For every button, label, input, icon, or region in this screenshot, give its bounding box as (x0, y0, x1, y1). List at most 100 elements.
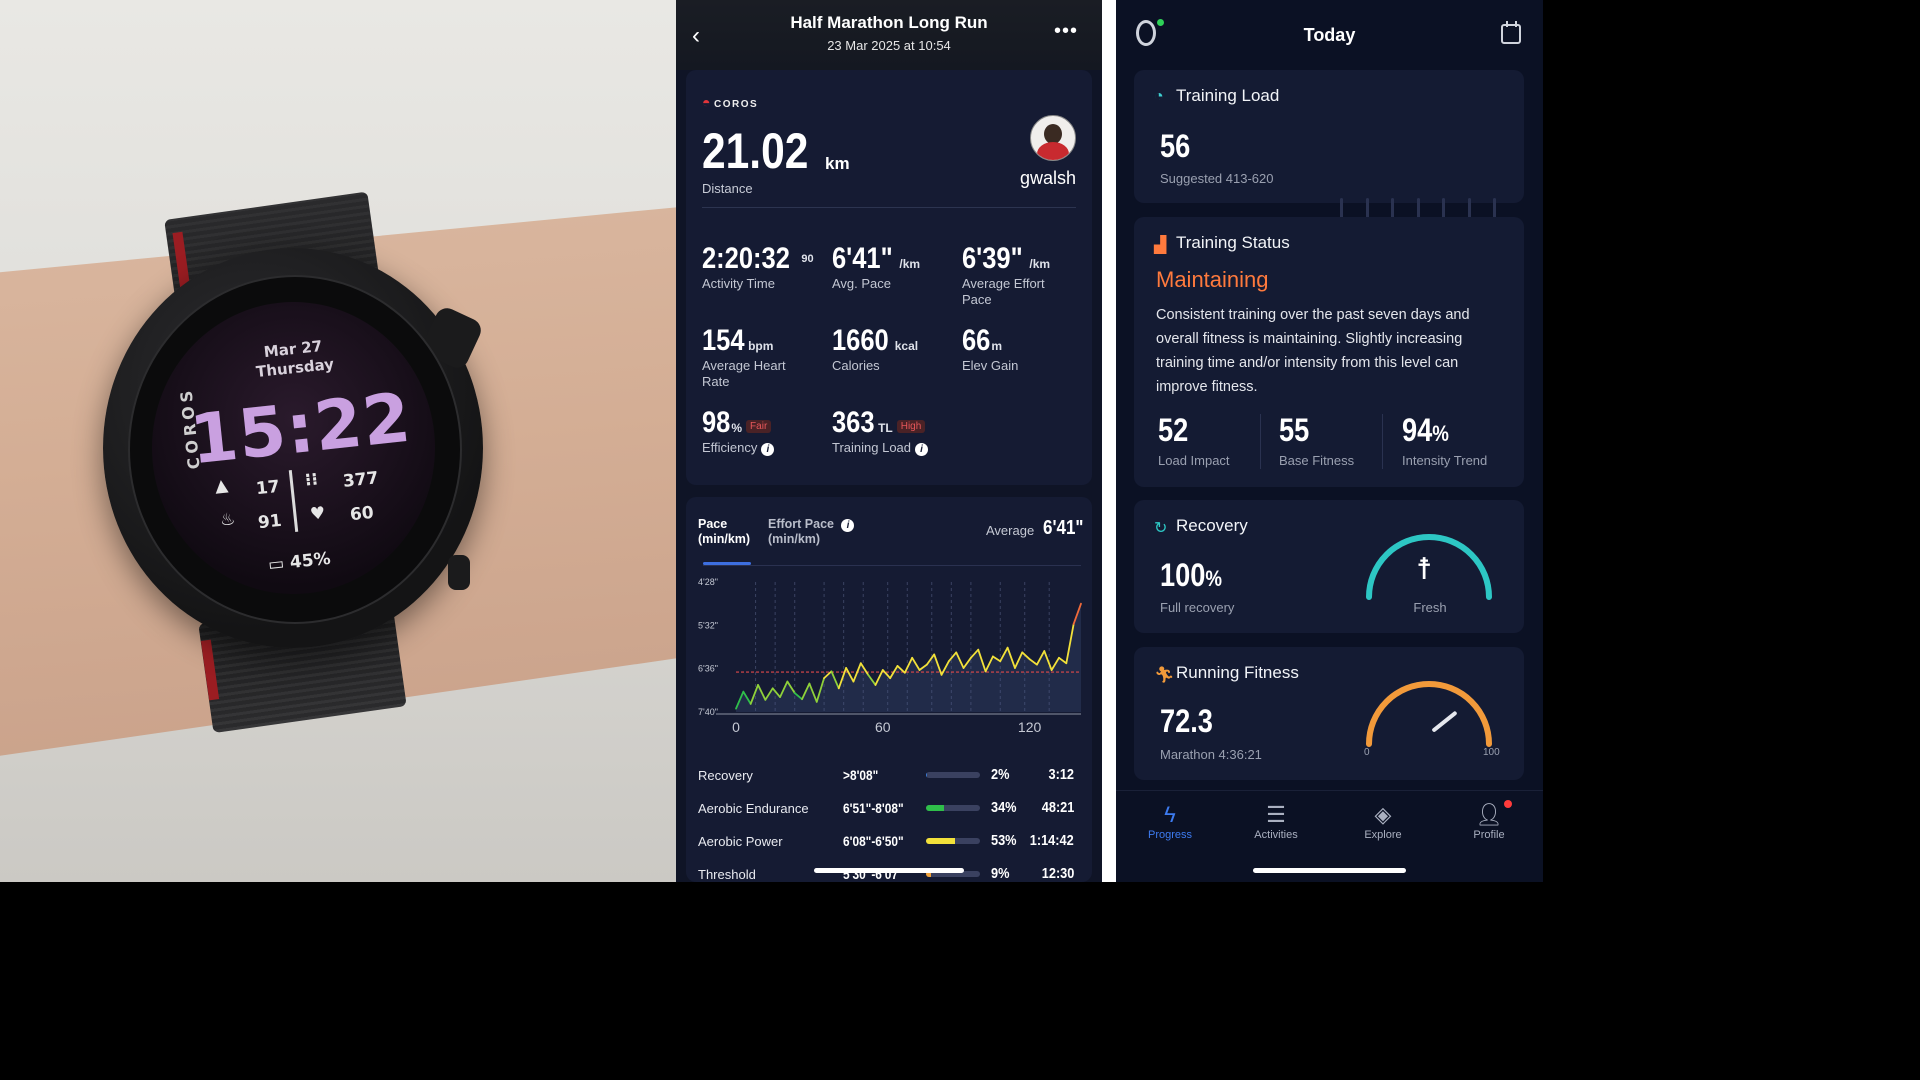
pace-segment (925, 653, 936, 666)
pace-segment (867, 673, 877, 686)
pace-segment (749, 684, 759, 705)
stat-value: 66 (962, 324, 991, 357)
home-indicator[interactable] (814, 868, 964, 873)
coros-logo: ◓ COROS (702, 94, 758, 110)
stat-efficiency: 98% Fair Efficiency i (702, 406, 775, 456)
stat-label: Calories (832, 358, 880, 373)
zone-row-threshold: Threshold 5'30"-6'07" 9% 12:30 (698, 864, 1088, 882)
gauge-track (1366, 681, 1492, 747)
zone-bar (926, 871, 980, 877)
stat-label: Average Heart Rate (702, 358, 786, 389)
zone-time: 1:14:42 (1030, 832, 1074, 849)
recovery-card[interactable]: ↻ Recovery 100% Full recovery ☨ Fresh (1134, 500, 1524, 633)
stat-unit: TL (878, 421, 893, 435)
zone-range: 6'51"-8'08" (843, 800, 904, 816)
training-load-card[interactable]: ◔ Training Load 56 Suggested 413-620 MTW… (1134, 70, 1524, 251)
pace-segment (771, 687, 781, 699)
nav-activities[interactable]: ☰ Activities (1231, 801, 1321, 841)
stat-unit: /km (1029, 257, 1051, 271)
divider (702, 207, 1076, 208)
recovery-unit: % (1205, 566, 1223, 591)
stat-unit: kcal (894, 339, 919, 353)
nav-label: Profile (1473, 829, 1505, 841)
progress-icon: ϟ (1164, 802, 1176, 827)
pace-segment (786, 680, 796, 694)
stat-training-load: 363 TL High Training Load i (832, 406, 929, 456)
runner-icon: 🏃︎ (1154, 667, 1175, 684)
pace-segment (830, 670, 840, 690)
nav-explore[interactable]: ◈ Explore (1338, 801, 1428, 841)
home-indicator[interactable] (1253, 868, 1406, 873)
pace-segment (764, 687, 774, 701)
stat-value: 98 (702, 406, 731, 439)
x-tick-label: 120 (1018, 719, 1042, 735)
card-title: Recovery (1176, 516, 1248, 535)
zone-bar-fill (926, 772, 928, 778)
stat-avg-pace: 6'41" /km Avg. Pace (832, 242, 920, 292)
watch-battery-value: 45% (288, 548, 332, 573)
back-icon[interactable]: ‹ (692, 22, 700, 49)
pace-segment (874, 669, 884, 686)
running-fitness-card[interactable]: 🏃︎ Running Fitness 72.3 Marathon 4:36:21… (1134, 647, 1524, 780)
stat-value: 1660 (832, 324, 889, 357)
pace-segment (999, 646, 1009, 663)
pace-segment (1036, 650, 1046, 666)
coros-mark-icon: ◓ (702, 94, 712, 110)
dashboard-screen: Today ◔ Training Load 56 Suggested 413-6… (1116, 0, 1543, 882)
activity-title: Half Marathon Long Run (790, 13, 988, 32)
gauge-needle (1432, 711, 1457, 732)
y-tick-label: 6'36" (698, 664, 718, 674)
zone-percent: 53% (991, 832, 1017, 849)
info-icon[interactable]: i (915, 443, 929, 456)
card-title: Running Fitness (1176, 663, 1299, 682)
mountain-icon: ▲ (213, 475, 230, 497)
pace-segment (757, 684, 767, 701)
training-load-value: 56 (1160, 128, 1191, 164)
stat-unit: bpm (748, 339, 774, 353)
pace-segment (779, 680, 789, 699)
x-tick-label: 60 (875, 719, 891, 735)
divider (1260, 414, 1261, 469)
stairs-icon: ▟ (1154, 237, 1167, 254)
pace-segment (823, 670, 833, 680)
notification-badge (1504, 800, 1512, 808)
info-icon[interactable]: i (841, 519, 855, 532)
running-fitness-gauge (1366, 681, 1492, 747)
watch-icon[interactable] (1136, 20, 1156, 46)
metric-unit: % (1432, 421, 1449, 446)
activity-summary-card: ◓ COROS 21.02 km Distance gwalsh 2:20:32 9… (686, 70, 1092, 485)
stat-activity-time: 2:20:32 90 Activity Time (702, 242, 814, 292)
pace-segment (845, 667, 855, 683)
stat-value: 154 (702, 324, 745, 357)
info-icon[interactable]: i (761, 443, 775, 456)
y-tick-label: 5'32" (698, 620, 718, 630)
nav-progress[interactable]: ϟ Progress (1125, 801, 1215, 841)
zone-bar (926, 805, 980, 811)
pace-segment (1043, 650, 1053, 671)
tab-effort-pace[interactable]: Effort Pace i (min/km) (768, 517, 855, 547)
more-options-icon[interactable]: ••• (1054, 20, 1079, 42)
nav-profile[interactable]: 👤︎ Profile (1444, 801, 1534, 841)
training-status-card[interactable]: ▟ Training Status Maintaining Consistent… (1134, 217, 1524, 487)
zone-bar-fill (926, 805, 945, 811)
pace-segment (742, 690, 752, 705)
pace-segment (977, 648, 987, 673)
pace-segment (735, 690, 745, 710)
stat-average-heart-rate: 154 bpm Average Heart Rate (702, 324, 792, 390)
pace-chart[interactable]: 4'28" 5'32" 6'36" 7'40" 0 60 120 (696, 572, 1091, 742)
watch-right-bottom-value: 60 (349, 502, 375, 526)
activity-datetime: 23 Mar 2025 at 10:54 (827, 38, 951, 53)
zone-row-aerobic-endurance: Aerobic Endurance 6'51"-8'08" 34% 48:21 (698, 798, 1088, 820)
metric-intensity-trend: 94% Intensity Trend (1402, 412, 1522, 468)
training-load-badge: High (896, 420, 926, 433)
pace-segment (896, 665, 906, 674)
metric-value: 55 (1279, 412, 1310, 448)
zone-bar-fill (926, 871, 931, 877)
calendar-icon[interactable] (1501, 21, 1521, 44)
watch-date: Mar 27 Thursday (253, 336, 335, 382)
avatar[interactable] (1030, 115, 1076, 161)
stat-label: Avg. Pace (832, 276, 892, 291)
tab-pace[interactable]: Pace (min/km) (698, 517, 750, 547)
zone-percent: 9% (991, 865, 1010, 882)
divider (1102, 0, 1116, 882)
